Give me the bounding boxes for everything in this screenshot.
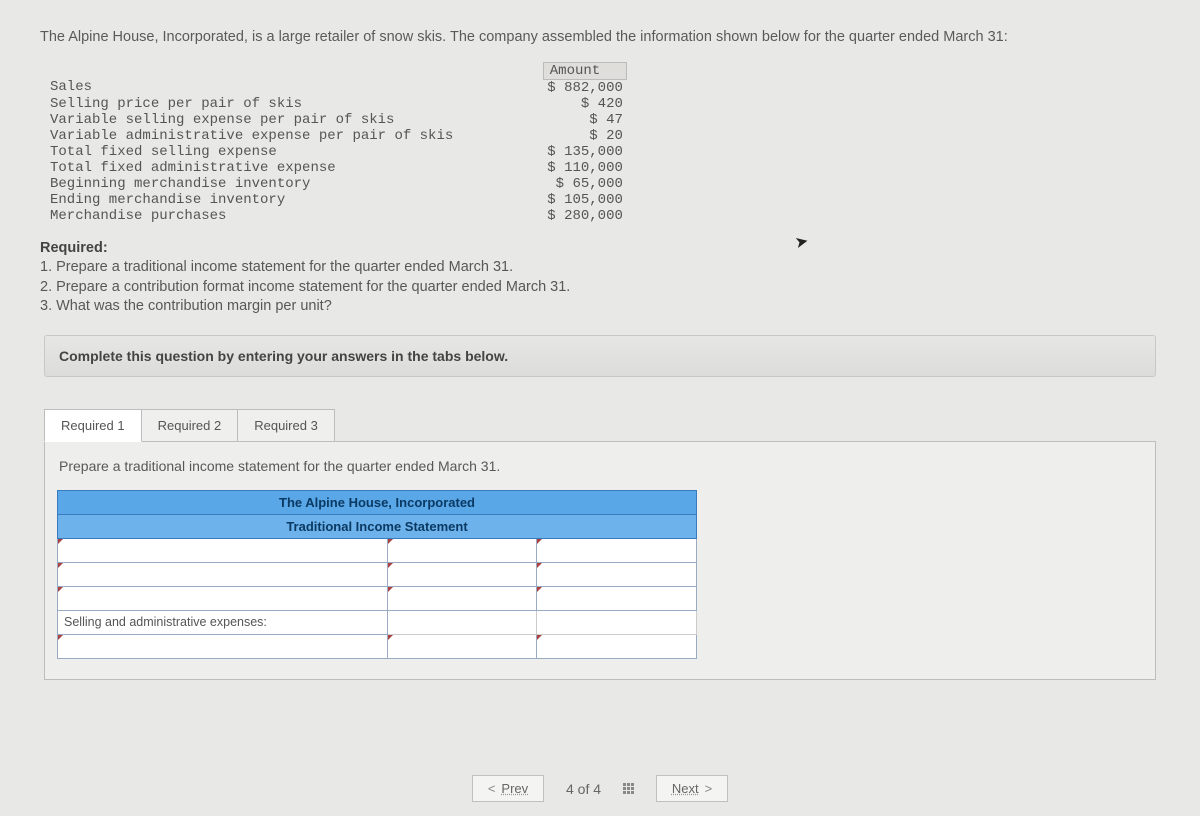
prev-label: Prev [501, 781, 528, 796]
answer-table-title: The Alpine House, Incorporated [58, 490, 697, 514]
tab-required-1[interactable]: Required 1 [44, 409, 142, 442]
answer-input-cell[interactable] [387, 586, 537, 610]
answer-input-cell[interactable] [537, 634, 697, 658]
data-row-value: $ 135,000 [543, 144, 627, 160]
data-row-value: $ 110,000 [543, 160, 627, 176]
data-row-label: Selling price per pair of skis [46, 96, 543, 112]
answer-blank-cell [387, 610, 537, 634]
data-row-value: $ 280,000 [543, 208, 627, 224]
required-header: Required: [40, 239, 1160, 259]
answer-blank-cell [537, 610, 697, 634]
data-row-label: Total fixed selling expense [46, 144, 543, 160]
tab-required-3[interactable]: Required 3 [237, 409, 335, 442]
prev-button[interactable]: < Prev [472, 775, 544, 802]
data-row-value: $ 65,000 [543, 176, 627, 192]
chevron-right-icon: > [705, 781, 713, 796]
data-row-label: Total fixed administrative expense [46, 160, 543, 176]
answer-input-cell[interactable] [387, 538, 537, 562]
grid-icon[interactable] [623, 783, 634, 794]
required-item: 2. Prepare a contribution format income … [40, 278, 1160, 298]
answer-input-cell[interactable] [537, 562, 697, 586]
tab-required-2[interactable]: Required 2 [141, 409, 239, 442]
tabs-container: Required 1 Required 2 Required 3 [44, 409, 1160, 442]
instruction-bar: Complete this question by entering your … [44, 335, 1156, 377]
data-row-value: $ 420 [543, 96, 627, 112]
next-button[interactable]: Next > [656, 775, 728, 802]
answer-table: The Alpine House, Incorporated Tradition… [57, 490, 697, 659]
answer-input-cell[interactable] [387, 634, 537, 658]
data-row-value: $ 105,000 [543, 192, 627, 208]
data-row-label: Variable selling expense per pair of ski… [46, 112, 543, 128]
question-intro: The Alpine House, Incorporated, is a lar… [40, 28, 1160, 48]
data-row-value: $ 20 [543, 128, 627, 144]
data-row-label: Ending merchandise inventory [46, 192, 543, 208]
required-item: 3. What was the contribution margin per … [40, 297, 1160, 317]
answer-prefill-label: Selling and administrative expenses: [58, 610, 388, 634]
amount-header: Amount [543, 62, 627, 79]
page-position: 4 of 4 [566, 781, 601, 797]
answer-input-cell[interactable] [537, 586, 697, 610]
data-row-label: Merchandise purchases [46, 208, 543, 224]
required-item: 1. Prepare a traditional income statemen… [40, 258, 1160, 278]
given-data-table: Amount Sales$ 882,000Selling price per p… [46, 62, 627, 225]
required-block: Required: 1. Prepare a traditional incom… [40, 239, 1160, 317]
answer-table-subtitle: Traditional Income Statement [58, 514, 697, 538]
answer-input-cell[interactable] [387, 562, 537, 586]
answer-input-cell[interactable] [58, 538, 388, 562]
answer-input-cell[interactable] [537, 538, 697, 562]
data-row-value: $ 47 [543, 112, 627, 128]
data-row-label: Beginning merchandise inventory [46, 176, 543, 192]
answer-input-cell[interactable] [58, 634, 388, 658]
data-row-label: Variable administrative expense per pair… [46, 128, 543, 144]
pagination-bar: < Prev 4 of 4 Next > [0, 775, 1200, 802]
tab-prompt: Prepare a traditional income statement f… [57, 458, 1143, 474]
data-row-value: $ 882,000 [543, 79, 627, 96]
tab-pane: Prepare a traditional income statement f… [44, 441, 1156, 680]
chevron-left-icon: < [488, 781, 496, 796]
next-label: Next [672, 781, 699, 796]
answer-input-cell[interactable] [58, 562, 388, 586]
data-row-label: Sales [46, 79, 543, 96]
answer-input-cell[interactable] [58, 586, 388, 610]
